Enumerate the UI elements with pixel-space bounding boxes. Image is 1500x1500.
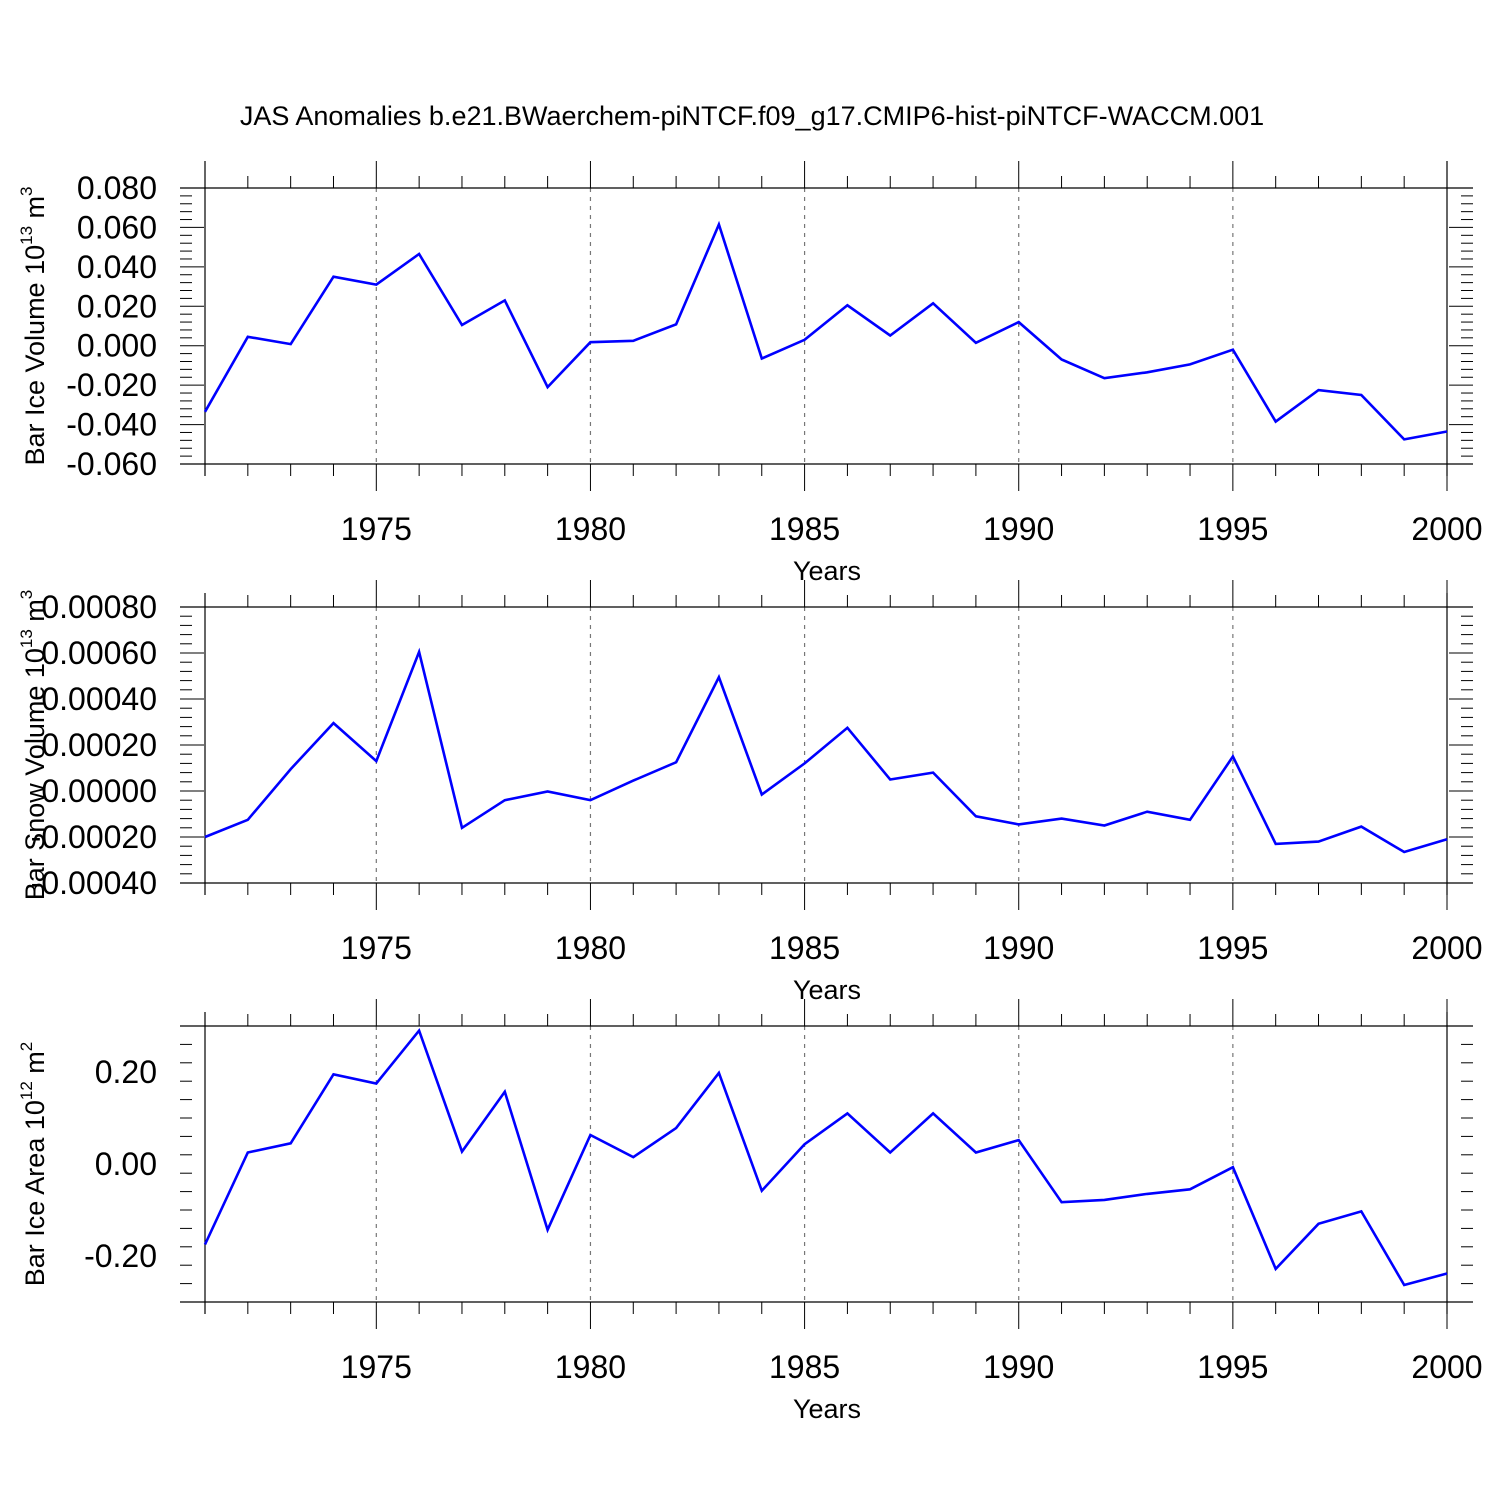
x-tick-label: 1995 (1197, 930, 1268, 966)
x-tick-label: 1990 (983, 511, 1054, 547)
y-tick-label: 0.080 (77, 170, 157, 206)
x-tick-label: 1980 (555, 1349, 626, 1385)
x-axis-title: Years (793, 975, 861, 1005)
series-line (203, 220, 1448, 441)
x-tick-label: 1975 (341, 1349, 412, 1385)
y-tick-label: 0.020 (77, 288, 157, 324)
y-tick-label: 0.000 (77, 328, 157, 364)
y-tick-label: 0.20 (95, 1054, 157, 1090)
panel-2: -0.00040 -0.00020 0.00000 0.00020 0.00040 0.0… (17, 580, 1483, 1005)
y-tick-label: 0.00060 (41, 635, 157, 671)
x-tick-label: 1985 (769, 1349, 840, 1385)
chart-title: JAS Anomalies b.e21.BWaerchem-piNTCF.f09… (240, 101, 1264, 131)
x-tick-label: 2000 (1411, 1349, 1482, 1385)
y-tick-label: -0.20 (84, 1238, 157, 1274)
x-tick-label: 1990 (983, 930, 1054, 966)
x-tick-label: 1980 (555, 930, 626, 966)
y-tick-label: 0.040 (77, 249, 157, 285)
y-axis-title: Bar Ice Area 1012 m2 (17, 1042, 50, 1287)
series-line (204, 647, 1448, 854)
x-axis-title: Years (793, 1394, 861, 1424)
x-tick-label: 1975 (341, 930, 412, 966)
y-axis-title: Bar Snow Volume 1013 m3 (17, 590, 50, 901)
y-tick-label: -0.040 (66, 407, 157, 443)
x-tick-label: 1995 (1197, 511, 1268, 547)
x-tick-label: 1980 (555, 511, 626, 547)
y-tick-label: 0.00020 (41, 727, 157, 763)
y-tick-label: -0.060 (66, 446, 157, 482)
y-tick-label: 0.00040 (41, 681, 157, 717)
panel-3: -0.20 0.00 0.20 1975 1980 1985 1990 1995 2000 Yea… (17, 999, 1483, 1424)
x-tick-label: 2000 (1411, 511, 1482, 547)
y-tick-label: -0.00040 (31, 865, 157, 901)
series-line (203, 1027, 1448, 1287)
panels: -0.060-0.040-0.0200.0000.0200.0400.0600.… (17, 161, 1483, 1424)
y-axis-title: Bar Ice Volume 1013 m3 (17, 186, 50, 465)
x-axis-title: Years (793, 556, 861, 586)
y-tick-label: 0.060 (77, 209, 157, 245)
x-tick-label: 1975 (341, 511, 412, 547)
x-tick-label: 1990 (983, 1349, 1054, 1385)
x-tick-label: 2000 (1411, 930, 1482, 966)
y-tick-label: 0.00 (95, 1146, 157, 1182)
y-tick-label: 0.00000 (41, 773, 157, 809)
x-tick-label: 1995 (1197, 1349, 1268, 1385)
y-tick-label: -0.020 (66, 367, 157, 403)
x-tick-label: 1985 (769, 511, 840, 547)
x-tick-label: 1985 (769, 930, 840, 966)
y-tick-label: -0.00020 (31, 819, 157, 855)
y-tick-label: 0.00080 (41, 589, 157, 625)
